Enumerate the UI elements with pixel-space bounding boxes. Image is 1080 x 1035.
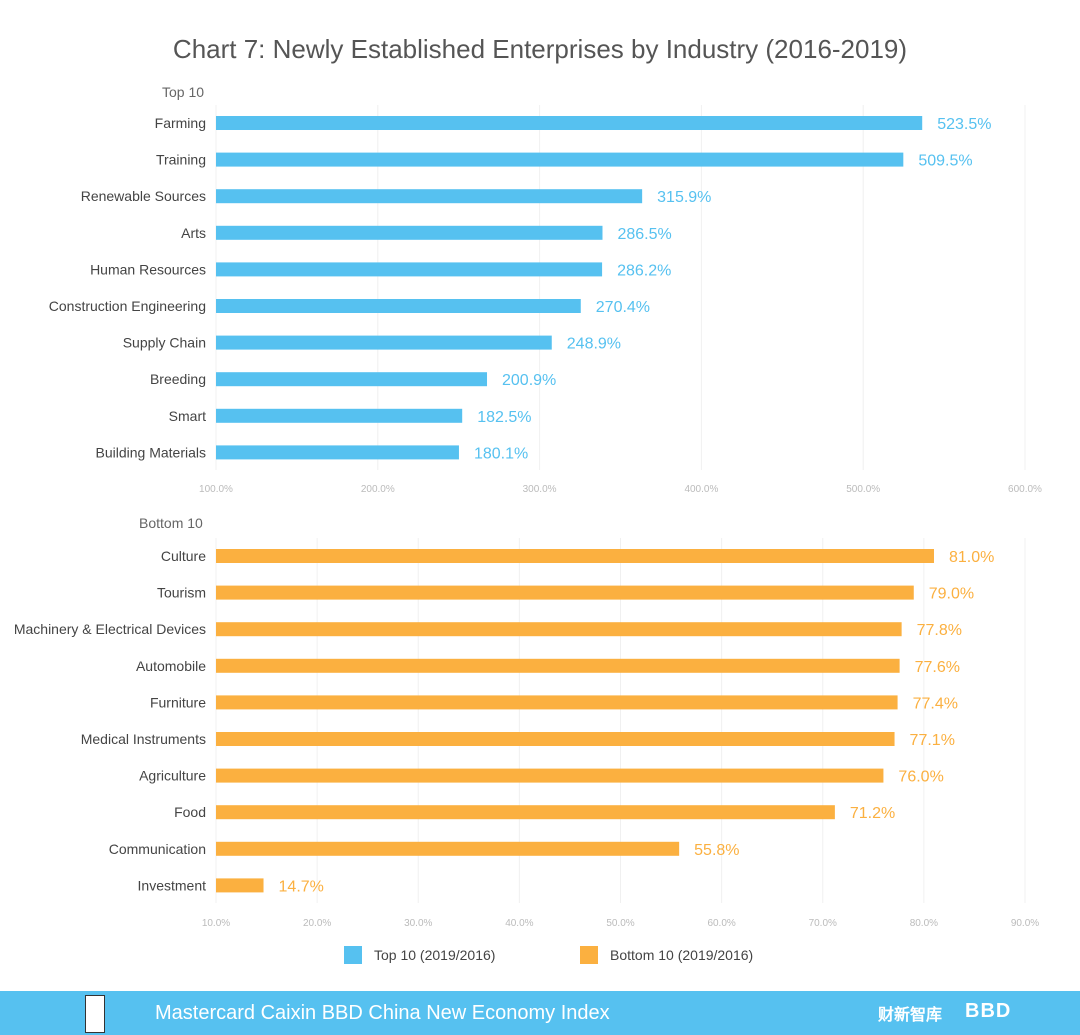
bar [216,152,904,167]
bar [216,658,900,673]
data-label: 286.5% [617,226,671,243]
tick-label: 300.0% [523,484,557,495]
bar [216,408,463,423]
data-label: 286.2% [617,262,671,279]
bar [216,878,264,893]
chart-title: Chart 7: Newly Established Enterprises b… [172,34,908,64]
tick-label: 80.0% [910,918,938,929]
category-label: Agriculture [139,768,206,784]
bar [216,768,884,783]
bar [216,262,603,277]
bar [216,585,914,600]
tick-label: 50.0% [606,918,634,929]
bar [216,445,459,460]
data-label: 523.5% [937,116,991,133]
footer-banner: Mastercard Caixin BBD China New Economy … [0,991,1080,1035]
data-label: 200.9% [502,372,556,389]
tick-label: 60.0% [707,918,735,929]
data-label: 509.5% [918,153,972,170]
category-label: Building Materials [96,444,207,460]
bar [216,189,643,204]
tick-label: 600.0% [1008,484,1042,495]
category-label: Investment [138,877,207,893]
data-label: 77.8% [917,622,962,639]
data-label: 77.4% [913,695,958,712]
data-label: 182.5% [477,409,531,426]
legend-bottom10: Bottom 10 (2019/2016) [580,946,753,964]
tick-label: 30.0% [404,918,432,929]
bar [216,335,552,350]
tick-label: 90.0% [1011,918,1039,929]
data-label: 315.9% [657,189,711,206]
legend-swatch-orange [580,946,598,964]
category-label: Furniture [150,694,206,710]
top10-label: Top 10 [162,84,205,100]
category-label: Smart [169,408,206,424]
caixin-insight-logo: 财新智库 [878,1007,943,1024]
category-label: Construction Engineering [49,298,206,314]
legend-label: Top 10 (2019/2016) [374,947,496,963]
data-label: 76.0% [898,769,943,786]
category-label: Farming [155,115,206,131]
data-label: 248.9% [567,336,621,353]
legend-swatch-blue [344,946,362,964]
bar [216,225,603,240]
bar [216,805,835,820]
data-label: 81.0% [949,549,994,566]
legend-label: Bottom 10 (2019/2016) [610,947,754,963]
chart-area: 100.0% 200.0% 300.0% 400.0% 500.0% 600.0% Farm… [14,105,1042,929]
category-label: Human Resources [90,261,206,277]
footer-title: Mastercard Caixin BBD China New Economy … [155,1002,610,1024]
category-label: Communication [109,841,206,857]
category-label: Arts [181,225,206,241]
data-label: 180.1% [474,445,528,462]
data-label: 14.7% [279,878,324,895]
data-label: 270.4% [596,299,650,316]
category-label: Food [174,804,206,820]
legend-top10: Top 10 (2019/2016) [344,946,495,964]
tick-label: 70.0% [809,918,837,929]
data-label: 77.6% [915,659,960,676]
bottom10-label: Bottom 10 [139,515,203,531]
bar [216,622,902,637]
category-label: Supply Chain [123,335,206,351]
data-label: 71.2% [850,805,895,822]
tick-label: 500.0% [846,484,880,495]
category-label: Automobile [136,658,206,674]
bar [216,116,923,130]
category-label: Training [156,152,206,168]
category-label: Tourism [157,585,206,601]
tick-label: 200.0% [361,484,395,495]
bar [216,549,934,563]
category-label: Culture [161,548,206,564]
bar [216,841,680,856]
data-label: 77.1% [910,732,955,749]
data-label: 55.8% [694,842,739,859]
category-label: Breeding [150,371,206,387]
tick-label: 400.0% [684,484,718,495]
tick-label: 20.0% [303,918,331,929]
tick-label: 40.0% [505,918,533,929]
bar [216,695,898,710]
nei-logo [85,995,105,1033]
category-label: Medical Instruments [81,731,206,747]
bar [216,372,488,387]
data-label: 79.0% [929,586,974,603]
tick-label: 10.0% [202,918,230,929]
category-label: Machinery & Electrical Devices [14,621,206,637]
bar [216,299,581,313]
tick-label: 100.0% [199,484,233,495]
category-label: Renewable Sources [81,188,206,204]
bar [216,732,895,746]
bbd-logo: BBD [965,1000,1012,1022]
